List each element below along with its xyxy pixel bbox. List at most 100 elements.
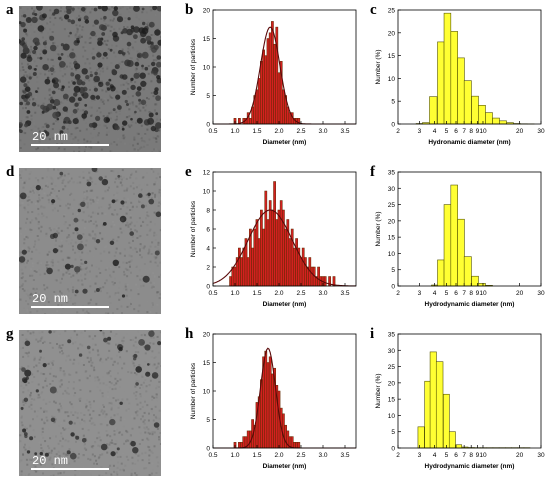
xtick-label-h-2: 1.5 [252,452,261,459]
xaxis-label-f: Hydrodynamic diameter (nm) [425,301,515,308]
bar-i-2 [429,351,437,449]
bar-b-13 [262,49,265,125]
bar-c-3 [437,41,445,125]
xtick-label-c-0: 2 [396,128,400,135]
histogram-chart-c: 0 5 10 15 20 25 2 3 4 5 6 7 8 9 10 20 30 Hydronamic diame… [368,4,546,154]
bar-h-17 [271,373,274,449]
xtick-label-e-5: 3.0 [318,290,327,297]
bar-b-16 [268,32,272,125]
bar-c-11 [492,117,500,125]
ytick-label-e-5: 10 [203,189,211,196]
ytick-label-h-0: 0 [206,446,210,453]
panel-letter-i: i [370,326,375,342]
xtick-label-b-4: 2.5 [296,128,305,135]
ytick-label-b-1: 5 [206,93,210,100]
ytick-label-c-0: 0 [391,122,395,129]
panel-letter-h: h [185,326,194,342]
bar-i-4 [443,393,450,449]
bar-b-15 [266,38,270,125]
plot-frame-c [397,9,542,125]
xtick-label-i-1: 3 [418,452,422,459]
bar-h-3 [240,442,243,449]
bar-c-8 [471,95,479,125]
xtick-label-b-2: 1.5 [252,128,261,135]
ytick-label-f-2: 10 [388,251,396,258]
xtick-label-c-3: 5 [445,128,449,135]
ytick-label-i-6: 30 [388,348,396,355]
yaxis-label-f: Number (%) [375,211,382,246]
xtick-label-i-2: 4 [433,452,437,459]
yaxis-label-c: Number (%) [375,49,382,84]
bar-i-5 [448,431,456,449]
ytick-label-i-4: 20 [388,380,396,387]
xtick-label-b-5: 3.0 [318,128,327,135]
ytick-label-f-4: 20 [388,218,396,225]
ytick-label-h-1: 5 [206,417,210,424]
xtick-label-c-9: 20 [516,128,524,135]
xtick-label-h-3: 2.0 [274,452,283,459]
bar-h-28 [295,442,298,449]
bar-e-40 [317,266,320,287]
histogram-chart-b: 0 5 10 15 20 0.5 1.0 1.5 2.0 2.5 3.0 3.5 Diameter (n… [183,4,361,154]
bar-b-10 [255,89,259,125]
xtick-label-i-0: 2 [396,452,400,459]
scale-bar-a [31,144,109,146]
ytick-label-f-1: 5 [391,267,395,274]
xtick-label-h-4: 2.5 [296,452,305,459]
xtick-label-i-3: 5 [445,452,449,459]
panel-letter-d: d [6,164,15,180]
xtick-label-i-8: 10 [479,452,487,459]
xtick-label-e-6: 3.5 [340,290,349,297]
xtick-label-c-6: 8 [469,128,473,135]
xtick-label-h-1: 1.0 [230,452,239,459]
ytick-label-e-1: 2 [206,265,210,272]
bar-c-4 [443,12,452,125]
bar-e-15 [262,228,265,287]
bar-i-0 [417,426,425,449]
bar-e-37 [310,266,314,287]
ytick-label-f-5: 25 [388,202,396,209]
bar-b-18 [273,43,276,125]
xtick-label-f-7: 9 [476,290,480,297]
bar-h-27 [293,442,296,449]
plot-frame-f [397,171,542,287]
ytick-label-e-2: 4 [206,246,210,253]
bar-e-23 [279,200,283,287]
tem-image-a: 20 nm [19,6,161,152]
xtick-label-i-10: 30 [537,452,545,459]
bar-b-14 [264,55,268,125]
panel-letter-f: f [370,164,375,180]
yaxis-label-h: Number of particles [190,362,197,419]
bar-e-18 [268,200,272,287]
ytick-label-e-4: 8 [206,208,210,215]
panel-letter-c: c [370,2,377,18]
bar-e-14 [260,209,263,287]
ytick-label-c-1: 5 [391,99,395,106]
bar-i-6 [455,444,463,449]
histogram-chart-e: 0 2 4 6 8 10 12 0.5 1.0 1.5 2.0 2.5 3.0 3.5 Diameter (… [183,166,361,316]
bar-c-7 [463,80,472,125]
bar-b-17 [271,21,274,125]
xtick-label-f-0: 2 [396,290,400,297]
bar-h-29 [297,442,301,449]
ytick-label-e-0: 0 [206,284,210,291]
bar-e-0 [229,276,232,287]
bar-c-12 [499,120,507,125]
xtick-label-e-2: 1.5 [252,290,261,297]
ytick-label-i-1: 5 [391,429,395,436]
bar-b-7 [249,118,252,125]
ytick-label-b-4: 20 [203,8,211,15]
bar-e-33 [301,247,305,287]
xtick-label-f-5: 7 [462,290,466,297]
bar-e-12 [255,219,259,287]
bar-i-1 [424,380,431,449]
bars-f [431,184,493,287]
ytick-label-b-3: 15 [203,36,211,43]
xaxis-label-b: Diameter (nm) [263,139,307,146]
scale-bar-label-a: 20 nm [32,130,69,144]
panel-letter-e: e [185,164,192,180]
panel-letter-b: b [185,2,194,18]
bar-e-11 [253,228,257,287]
bar-e-19 [271,209,274,287]
